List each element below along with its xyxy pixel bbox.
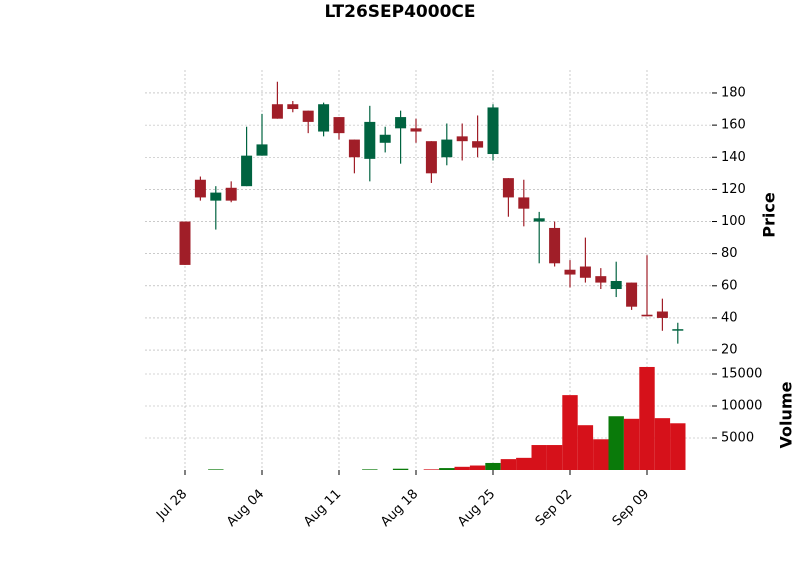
candle-body bbox=[595, 276, 607, 283]
candle-body bbox=[487, 107, 499, 155]
volume-bar bbox=[469, 465, 486, 470]
candle-body bbox=[425, 141, 437, 174]
volume-bar bbox=[423, 469, 440, 470]
volume-bar bbox=[516, 457, 532, 470]
chart-title: LT26SEP4000CE bbox=[325, 2, 476, 22]
volume-bar bbox=[670, 423, 686, 470]
volume-axis-label: Volume bbox=[777, 381, 796, 448]
volume-bar bbox=[208, 469, 224, 470]
volume-bar bbox=[577, 425, 594, 470]
volume-bar bbox=[485, 462, 501, 470]
volume-bar bbox=[608, 416, 624, 470]
candle-body bbox=[194, 179, 206, 198]
candle-body bbox=[241, 155, 253, 187]
candle-body bbox=[456, 136, 468, 142]
volume-bar bbox=[623, 418, 640, 470]
x-tick-label: Sep 02 bbox=[533, 487, 576, 530]
volume-bar bbox=[546, 445, 563, 470]
candle-body bbox=[502, 178, 514, 198]
y-tick-label: 160 bbox=[721, 118, 746, 133]
x-tick-label: Aug 11 bbox=[301, 487, 344, 530]
candle-body bbox=[256, 144, 268, 156]
candle-body bbox=[410, 128, 422, 132]
y-tick-label: 40 bbox=[721, 310, 738, 325]
y-axis-label: Price bbox=[760, 192, 779, 238]
candle-body bbox=[641, 314, 653, 317]
volume-bar bbox=[392, 468, 409, 470]
volume-bar bbox=[654, 418, 671, 470]
volume-bar bbox=[531, 445, 547, 470]
candle-body bbox=[610, 280, 622, 290]
y-tick-label: 60 bbox=[721, 278, 738, 293]
volume-tick-label: 10000 bbox=[721, 399, 762, 414]
volume-bar bbox=[639, 366, 655, 470]
x-tick-label: Aug 04 bbox=[224, 487, 267, 530]
y-tick-label: 20 bbox=[721, 343, 738, 358]
volume-bar bbox=[593, 439, 609, 470]
candle-body bbox=[549, 227, 561, 264]
candle-body bbox=[287, 104, 299, 110]
candle-body bbox=[533, 218, 545, 222]
candle-body bbox=[656, 311, 668, 318]
y-tick-label: 100 bbox=[721, 214, 746, 229]
candle-body bbox=[579, 266, 591, 278]
y-tick-label: 120 bbox=[721, 182, 746, 197]
volume-bar bbox=[500, 459, 517, 470]
volume-tick-label: 15000 bbox=[721, 367, 762, 382]
candle-body bbox=[318, 104, 330, 132]
volume-bar bbox=[562, 395, 578, 470]
candle-body bbox=[626, 282, 638, 307]
y-tick-label: 80 bbox=[721, 246, 738, 261]
volume-tick-label: 5000 bbox=[721, 431, 754, 446]
candle-body bbox=[395, 117, 407, 129]
y-tick-label: 140 bbox=[721, 150, 746, 165]
x-tick-label: Jul 28 bbox=[153, 487, 190, 524]
candle-body bbox=[672, 329, 684, 331]
candle-body bbox=[210, 192, 222, 201]
candle-body bbox=[333, 117, 345, 134]
candle-body bbox=[564, 269, 576, 275]
y-tick-label: 180 bbox=[721, 85, 746, 100]
x-tick-label: Aug 25 bbox=[455, 487, 498, 530]
volume-bar bbox=[362, 469, 378, 470]
candle-body bbox=[225, 187, 237, 201]
volume-bar bbox=[439, 468, 455, 470]
x-tick-label: Aug 18 bbox=[378, 487, 421, 530]
candle-body bbox=[271, 104, 283, 119]
candle-body bbox=[179, 221, 191, 265]
candle-body bbox=[364, 121, 376, 159]
candle-body bbox=[379, 134, 391, 143]
candle-body bbox=[302, 110, 314, 122]
candle-body bbox=[348, 139, 360, 158]
candle-body bbox=[518, 197, 530, 209]
candle-body bbox=[472, 141, 484, 148]
volume-bar bbox=[454, 466, 470, 470]
candle-body bbox=[441, 139, 453, 158]
x-tick-label: Sep 09 bbox=[610, 487, 653, 530]
